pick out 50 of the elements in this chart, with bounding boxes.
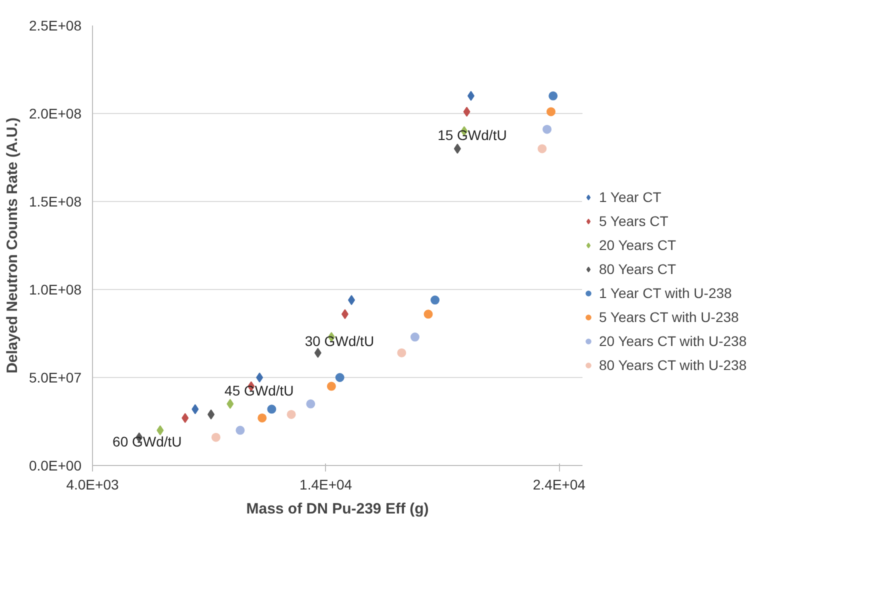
point bbox=[467, 90, 474, 101]
y-tick-label: 1.0E+08 bbox=[28, 282, 82, 298]
legend-label: 80 Years CT with U-238 bbox=[599, 357, 747, 373]
point bbox=[326, 382, 336, 391]
x-tick-label: 2.4E+04 bbox=[532, 476, 586, 492]
point bbox=[256, 372, 264, 382]
y-tick-label: 2.0E+08 bbox=[28, 106, 82, 122]
point bbox=[397, 348, 406, 358]
legend-label: 5 Years CT with U-238 bbox=[599, 309, 739, 325]
point bbox=[267, 404, 276, 414]
point bbox=[286, 410, 296, 419]
point bbox=[410, 332, 420, 342]
y-tick-label: 2.5E+08 bbox=[28, 18, 82, 34]
point bbox=[156, 425, 164, 436]
legend-label: 1 Year CT with U-238 bbox=[599, 285, 732, 301]
point bbox=[258, 413, 267, 422]
y-tick-label: 5.0E+07 bbox=[28, 370, 82, 386]
point bbox=[548, 91, 558, 100]
point bbox=[192, 404, 199, 414]
point bbox=[424, 310, 433, 319]
point bbox=[335, 373, 344, 382]
point bbox=[208, 409, 215, 420]
annotation: 45 GWd/tU bbox=[224, 382, 294, 398]
point bbox=[546, 107, 556, 116]
x-axis-title: Mass of DN Pu-239 Eff (g) bbox=[246, 500, 429, 518]
point bbox=[211, 432, 220, 442]
legend-label: 1 Year CT bbox=[599, 189, 662, 205]
x-tick-label: 4.0E+03 bbox=[66, 476, 119, 492]
legend-label: 80 Years CT bbox=[599, 261, 676, 277]
point bbox=[463, 106, 470, 117]
point bbox=[430, 296, 440, 305]
legend-label: 5 Years CT bbox=[599, 213, 668, 229]
annotation: 15 GWd/tU bbox=[438, 127, 507, 144]
point bbox=[542, 124, 552, 134]
point bbox=[226, 398, 234, 409]
point bbox=[454, 144, 461, 154]
y-tick-label: 0.0E+00 bbox=[28, 458, 82, 474]
legend-label: 20 Years CT bbox=[599, 237, 676, 253]
annotation: 30 GWd/tU bbox=[304, 333, 374, 350]
point bbox=[314, 348, 322, 358]
annotation: 60 GWd/tU bbox=[112, 433, 182, 450]
point bbox=[182, 412, 189, 423]
y-axis-title: Delayed Neutron Counts Rate (A.U.) bbox=[4, 118, 21, 374]
point bbox=[538, 144, 547, 154]
x-tick-label: 1.4E+04 bbox=[300, 476, 352, 492]
point bbox=[306, 399, 316, 408]
y-tick-label: 1.5E+08 bbox=[28, 194, 82, 210]
legend-label: 20 Years CT with U-238 bbox=[599, 333, 747, 349]
point bbox=[341, 309, 348, 320]
point bbox=[236, 426, 245, 435]
